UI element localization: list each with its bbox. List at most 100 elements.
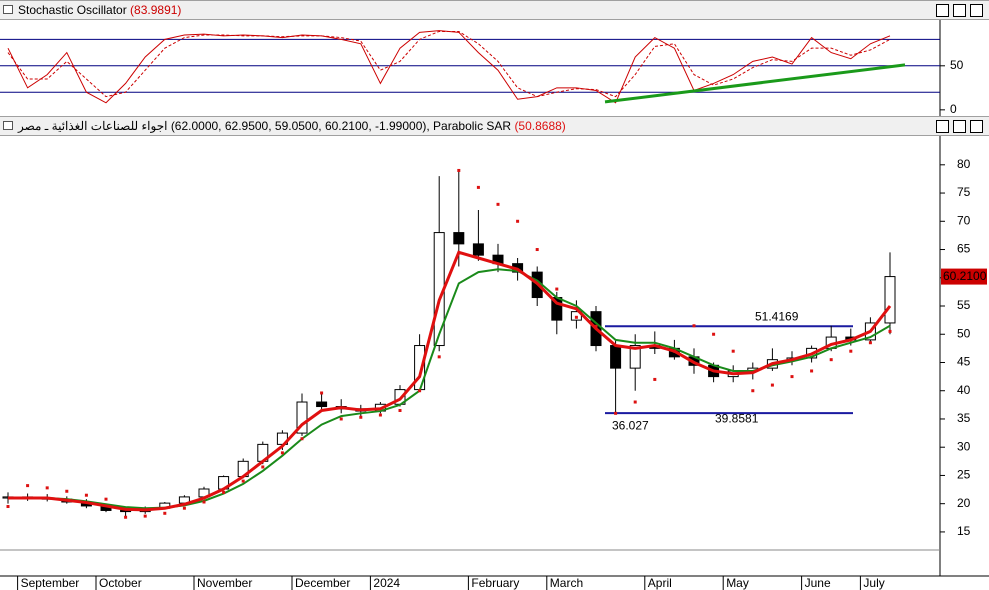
trendline	[604, 63, 906, 104]
sar-dot	[810, 369, 814, 373]
y-tick-label: 50	[950, 58, 964, 72]
sar-dot	[300, 437, 304, 441]
y-tick-label: 45	[957, 355, 971, 369]
sar-dot	[378, 413, 382, 417]
x-tick-label: June	[805, 576, 831, 590]
panel-title: اجواء للصناعات الغذائية ـ مصر (62.0000, …	[18, 117, 566, 135]
candle-body	[453, 232, 465, 245]
x-tick-label: May	[726, 576, 749, 590]
panel-icon	[3, 121, 13, 130]
y-tick-label: 30	[957, 439, 971, 453]
sar-dot	[653, 377, 657, 381]
sar-dot	[202, 500, 206, 504]
panel-header: Stochastic Oscillator (83.9891)	[0, 0, 989, 20]
sar-dot	[26, 484, 30, 488]
y-tick-label: 50	[957, 326, 971, 340]
maximize-button[interactable]	[953, 4, 966, 17]
sar-dot	[104, 497, 108, 501]
sar-dot	[849, 349, 853, 353]
minimize-button[interactable]	[936, 120, 949, 133]
x-tick-label: October	[99, 576, 142, 590]
x-tick-label: December	[295, 576, 350, 590]
minimize-button[interactable]	[936, 4, 949, 17]
x-tick-label: November	[197, 576, 252, 590]
close-button[interactable]	[970, 4, 983, 17]
sar-dot	[672, 349, 676, 353]
y-tick-label: 55	[957, 298, 971, 312]
x-tick-label: February	[471, 576, 519, 590]
sar-dot	[790, 375, 794, 379]
sar-dot	[143, 514, 147, 518]
sar-dot	[6, 505, 10, 509]
sar-dot	[535, 248, 539, 252]
sar-dot	[476, 185, 480, 189]
sar-dot	[418, 389, 422, 393]
panel-header: اجواء للصناعات الغذائية ـ مصر (62.0000, …	[0, 116, 989, 136]
instrument-name: اجواء للصناعات الغذائية ـ مصر	[18, 119, 168, 133]
sar-dot	[261, 465, 265, 469]
sar-dot	[516, 219, 520, 223]
ohlc-readout: (62.0000, 62.9500, 59.0500, 60.2100, -1.…	[170, 119, 430, 133]
sar-dot	[182, 506, 186, 510]
candle-body	[610, 345, 622, 369]
sar-dot	[45, 486, 49, 490]
y-tick-label: 75	[957, 185, 971, 199]
price-marker-label: 60.2100	[943, 269, 987, 283]
y-tick-label: 15	[957, 524, 971, 538]
moving-average	[8, 250, 892, 512]
sar-dot	[163, 511, 167, 515]
sar-dot	[633, 400, 637, 404]
annotation-label: 36.027	[612, 418, 649, 432]
y-tick-label: 80	[957, 157, 971, 171]
y-tick-label: 20	[957, 496, 971, 510]
sar-dot	[241, 479, 245, 483]
sar-dot	[594, 324, 598, 328]
sar-dot	[555, 287, 559, 291]
sar-dot	[84, 493, 88, 497]
indicator-name: Parabolic SAR	[433, 119, 512, 133]
sar-dot	[731, 349, 735, 353]
sar-dot	[574, 315, 578, 319]
sar-dot	[770, 383, 774, 387]
sar-dot	[829, 358, 833, 362]
sar-dot	[398, 408, 402, 412]
sar-dot	[280, 451, 284, 455]
sar-dot	[496, 202, 500, 206]
sar-dot	[320, 391, 324, 395]
sar-dot	[124, 515, 128, 519]
indicator-readout: (83.9891)	[130, 3, 182, 17]
candle-body	[316, 401, 328, 408]
panel-title: Stochastic Oscillator (83.9891)	[18, 1, 181, 19]
panel-icon	[3, 5, 13, 14]
y-tick-label: 35	[957, 411, 971, 425]
x-tick-label: July	[863, 576, 884, 590]
price-marker	[941, 268, 987, 285]
x-tick-label: 2024	[373, 576, 400, 590]
maximize-button[interactable]	[953, 120, 966, 133]
y-tick-label: 70	[957, 213, 971, 227]
candle-body	[296, 401, 308, 434]
y-tick-label: 40	[957, 383, 971, 397]
x-tick-label: March	[550, 576, 583, 590]
sar-dot	[614, 411, 618, 415]
sar-dot	[888, 329, 892, 333]
y-tick-label: 0	[950, 102, 957, 116]
sar-dot	[359, 415, 363, 419]
sar-dot	[751, 389, 755, 393]
candle-body	[472, 243, 484, 256]
indicator-name: Stochastic Oscillator	[18, 3, 127, 17]
stochastic-line	[7, 30, 891, 98]
sar-dot	[339, 417, 343, 421]
sar-dot	[222, 490, 226, 494]
annotation-label: 51.4169	[755, 309, 799, 323]
y-tick-label: 25	[957, 468, 971, 482]
candle-body	[884, 276, 896, 324]
sar-dot	[712, 332, 716, 336]
annotation-label: 39.8581	[715, 412, 759, 426]
sar-dot	[868, 341, 872, 345]
close-button[interactable]	[970, 120, 983, 133]
candle-body	[629, 345, 641, 369]
indicator-readout: (50.8688)	[514, 119, 566, 133]
